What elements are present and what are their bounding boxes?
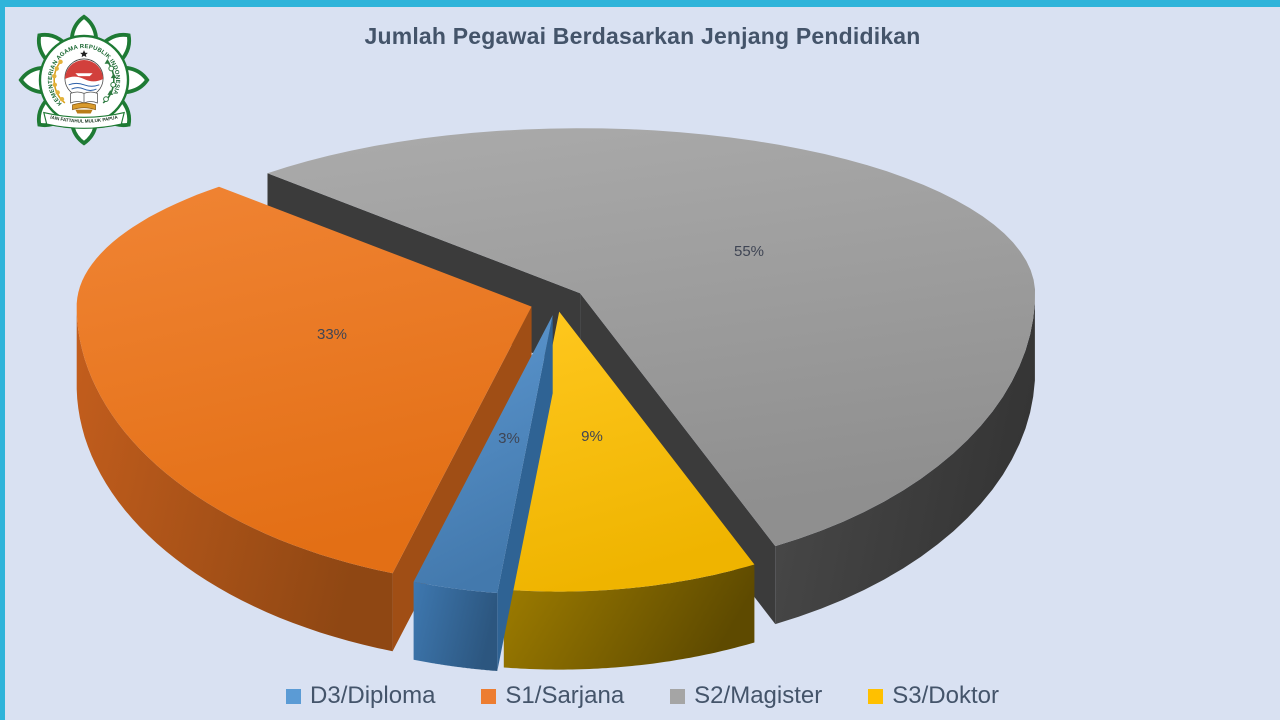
legend-item-s1-sarjana[interactable]: S1/Sarjana [481, 682, 624, 710]
pie-slice-rim [775, 302, 1035, 625]
legend-swatch-s3-doktor [868, 688, 884, 704]
ministry-logo: KEMENTERIAN AGAMA REPUBLIK INDONESIA [18, 14, 150, 146]
legend-swatch-d3-diploma [286, 688, 302, 704]
legend-swatch-s1-sarjana [481, 688, 497, 704]
chart-legend: D3/Diploma S1/Sarjana S2/Magister S3/Dok… [5, 682, 1280, 710]
pie-slice-top [76, 186, 532, 574]
legend-item-s3-doktor[interactable]: S3/Doktor [868, 682, 999, 710]
logo-star-icon [80, 50, 88, 58]
logo-cotton-icon [102, 58, 117, 104]
legend-item-d3-diploma[interactable]: D3/Diploma [286, 682, 435, 710]
data-label-s2-magister: 55% [734, 243, 764, 260]
pie-slice-top [503, 311, 755, 592]
legend-label-s1-sarjana: S1/Sarjana [505, 682, 625, 709]
logo-banner-text: IAIN FATTAHUL MULUK PAPUA [50, 114, 119, 123]
legend-label-d3-diploma: D3/Diploma [310, 682, 436, 709]
pie-slice-rim [413, 581, 498, 671]
logo-globe-icon [64, 58, 104, 98]
pie-slice-top [267, 128, 1035, 547]
chart-title: Jumlah Pegawai Berdasarkan Jenjang Pendi… [364, 23, 921, 49]
data-label-d3-diploma: 3% [498, 430, 520, 447]
pie-slice-side [497, 315, 553, 671]
logo-book-icon [70, 91, 98, 114]
pie-slice-s3-doktor[interactable] [503, 311, 755, 670]
pie-slice-rim [503, 564, 755, 670]
logo-wheat-icon [52, 59, 66, 104]
legend-item-s2-magister[interactable]: S2/Magister [670, 682, 822, 710]
data-label-s1-sarjana: 33% [317, 326, 347, 343]
pie-slice-rim [76, 311, 393, 652]
pie-chart: 3% 33% 55% 9% [76, 128, 1035, 671]
data-label-s3-doktor: 9% [581, 428, 603, 445]
legend-label-s2-magister: S2/Magister [694, 682, 823, 709]
legend-swatch-s2-magister [670, 688, 686, 704]
logo-banner: IAIN FATTAHUL MULUK PAPUA [43, 111, 125, 129]
legend-label-s3-doktor: S3/Doktor [892, 682, 999, 709]
pie-slice-d3-diploma[interactable] [413, 315, 553, 671]
pie-slice-top [413, 315, 553, 593]
